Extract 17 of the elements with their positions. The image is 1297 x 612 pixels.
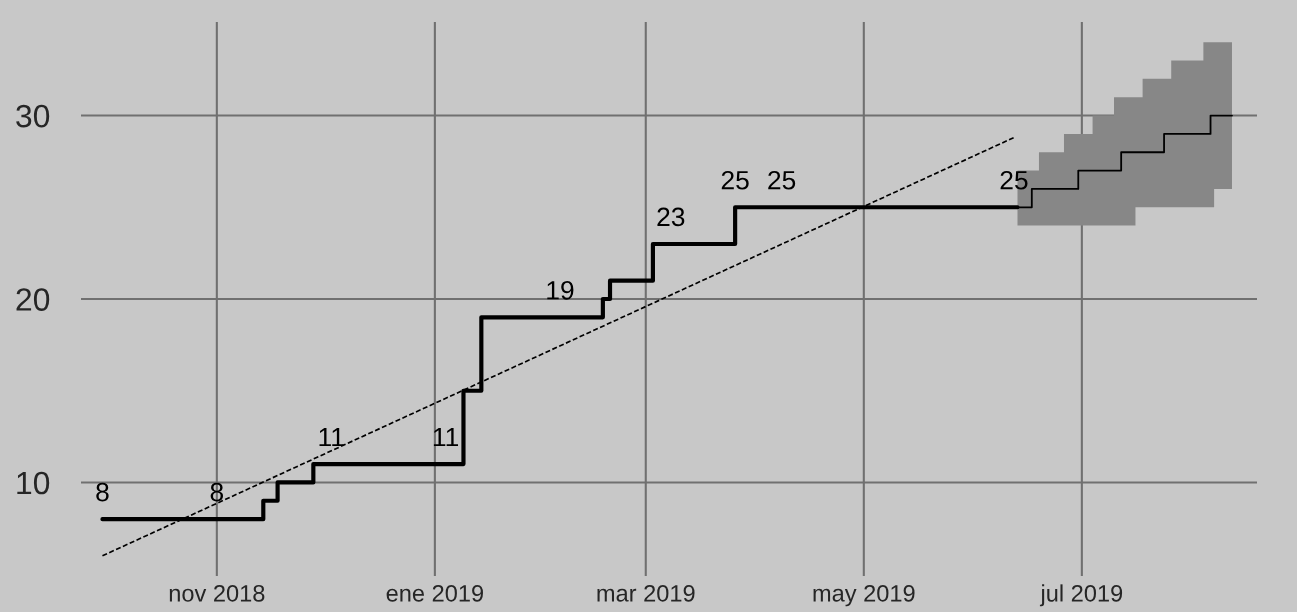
annotation: 11 [433,427,459,447]
annotation: 25 [1000,170,1028,190]
annotation: 23 [657,207,685,227]
annotation: 8 [210,482,224,502]
annotation: 25 [768,170,796,190]
annotation: 19 [547,280,574,300]
y-tick-label: 20 [16,288,50,311]
y-tick-label: 10 [17,471,50,495]
annotation: 8 [96,482,109,502]
x-tick-label: mar 2019 [597,584,695,602]
x-tick-label: jul 2019 [1039,584,1123,607]
annotation: 11 [319,427,344,447]
x-tick-label: ene 2019 [386,584,483,602]
x-tick-label: may 2019 [813,584,915,607]
y-tick-label: 30 [16,104,50,128]
annotation: 25 [721,170,749,190]
x-tick-label: nov 2018 [169,584,265,602]
